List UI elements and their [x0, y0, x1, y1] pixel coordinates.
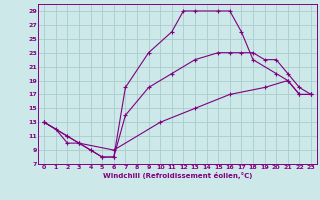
X-axis label: Windchill (Refroidissement éolien,°C): Windchill (Refroidissement éolien,°C)	[103, 172, 252, 179]
